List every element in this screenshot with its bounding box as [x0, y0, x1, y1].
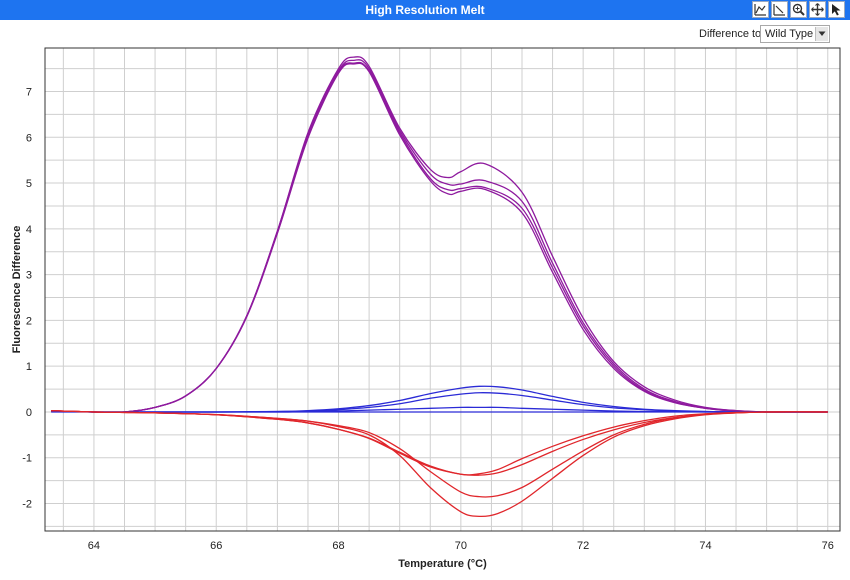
y-tick-label: 3	[26, 270, 32, 282]
x-axis-title: Temperature (°C)	[398, 558, 487, 570]
x-tick-labels: 64 66 68 70 72 74 76	[88, 540, 834, 552]
x-tick-label: 66	[210, 540, 222, 552]
y-tick-label: 2	[26, 315, 32, 327]
window-title: High Resolution Melt	[365, 3, 485, 17]
x-tick-label: 74	[699, 540, 711, 552]
select-pointer-icon	[830, 3, 843, 16]
y-axis-title: Fluorescence Difference	[11, 226, 23, 354]
select-pointer-button[interactable]	[828, 1, 845, 18]
y-tick-label: 0	[26, 407, 32, 419]
x-tick-label: 64	[88, 540, 100, 552]
plot-border	[44, 47, 841, 532]
zoom-button[interactable]	[790, 1, 807, 18]
chevron-down-icon	[815, 27, 828, 41]
zoom-icon	[792, 3, 805, 16]
y-tick-label: 7	[26, 86, 32, 98]
y-tick-label: 1	[26, 361, 32, 373]
series-line-12	[51, 409, 828, 476]
x-tick-label: 72	[577, 540, 589, 552]
y-tick-label: -1	[22, 453, 32, 465]
series-line-4	[51, 62, 828, 413]
reset-zoom-icon	[754, 3, 767, 16]
y-tick-label: 5	[26, 178, 32, 190]
y-tick-labels: -2 -1 0 1 2 3 4 5 6 7	[22, 86, 32, 510]
reset-zoom-button[interactable]	[752, 1, 769, 18]
pan-button[interactable]	[809, 1, 826, 18]
x-tick-label: 68	[332, 540, 344, 552]
pan-icon	[811, 3, 824, 16]
plot-area[interactable]	[45, 48, 840, 531]
series-group	[51, 56, 828, 518]
x-tick-label: 76	[822, 540, 834, 552]
y-tick-label: 6	[26, 132, 32, 144]
axis-scale-button[interactable]	[771, 1, 788, 18]
axis-scale-icon	[773, 3, 786, 16]
window-titlebar: High Resolution Melt	[0, 0, 850, 20]
x-tick-label: 70	[455, 540, 467, 552]
y-tick-label: -2	[22, 499, 32, 511]
difference-to-value: Wild Type	[765, 28, 814, 40]
y-tick-label: 4	[26, 224, 32, 236]
melt-curve-chart: 64 66 68 70 72 74 76 -2 -1 0 1 2 3 4 5 6 7 Temperature …	[11, 47, 841, 570]
difference-to-select[interactable]: Wild Type	[760, 25, 830, 43]
difference-to-label: Difference to	[699, 28, 762, 40]
